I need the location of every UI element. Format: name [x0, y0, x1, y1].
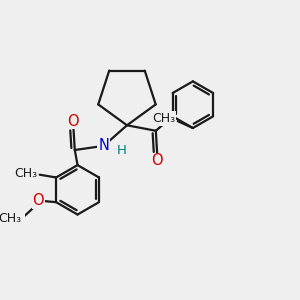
Text: O: O [68, 114, 79, 129]
Text: O: O [152, 154, 163, 169]
Text: CH₃: CH₃ [0, 212, 22, 225]
Text: CH₃: CH₃ [14, 167, 37, 180]
Text: H: H [116, 143, 126, 157]
Text: CH₃: CH₃ [152, 112, 175, 125]
Text: N: N [98, 138, 109, 153]
Text: O: O [32, 193, 44, 208]
